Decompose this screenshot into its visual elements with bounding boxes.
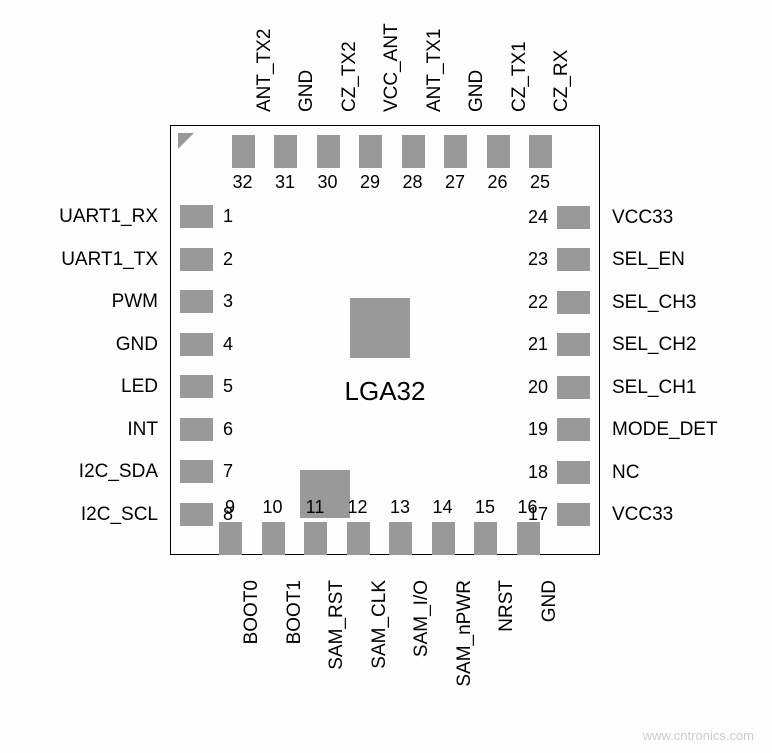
- pin-num-30: 30: [311, 172, 345, 193]
- pin-pad-21: [557, 333, 590, 356]
- pin-num-27: 27: [438, 172, 472, 193]
- pin-num-14: 14: [426, 497, 460, 518]
- pin-label-28: ANT_TX1: [424, 2, 446, 112]
- pin-num-31: 31: [268, 172, 302, 193]
- pin-pad-20: [557, 376, 590, 399]
- pin-pad-22: [557, 291, 590, 314]
- pin-num-4: 4: [223, 334, 247, 355]
- watermark: www.cntronics.com: [643, 728, 754, 743]
- pin-pad-27: [444, 135, 467, 168]
- pin-pad-16: [517, 522, 540, 555]
- pin-pad-2: [180, 248, 213, 271]
- pin-pad-26: [487, 135, 510, 168]
- pin-label-6: INT: [127, 419, 158, 441]
- pin-pad-32: [232, 135, 255, 168]
- pin-num-19: 19: [520, 419, 548, 440]
- pin-label-23: SEL_EN: [612, 249, 685, 271]
- pin-label-18: NC: [612, 462, 639, 484]
- pin-num-1: 1: [223, 206, 247, 227]
- pin-label-5: LED: [121, 376, 158, 398]
- package-name: LGA32: [335, 376, 435, 407]
- pin-label-13: SAM_I/O: [411, 580, 433, 740]
- pin-num-26: 26: [481, 172, 515, 193]
- pin-label-4: GND: [116, 334, 158, 356]
- pin-num-13: 13: [383, 497, 417, 518]
- pin-pad-6: [180, 418, 213, 441]
- pin-label-3: PWM: [112, 291, 158, 313]
- pin-pad-28: [402, 135, 425, 168]
- pin-pad-10: [262, 522, 285, 555]
- pin-label-17: VCC33: [612, 504, 673, 526]
- pin-pad-11: [304, 522, 327, 555]
- pin-num-15: 15: [468, 497, 502, 518]
- pin-num-18: 18: [520, 462, 548, 483]
- pin-num-16: 16: [511, 497, 545, 518]
- pin-num-25: 25: [523, 172, 557, 193]
- pin-label-24: VCC33: [612, 207, 673, 229]
- pin-pad-29: [359, 135, 382, 168]
- pin-label-12: SAM_CLK: [369, 580, 391, 740]
- pin-label-21: SEL_CH2: [612, 334, 697, 356]
- pin-num-12: 12: [341, 497, 375, 518]
- pin1-marker: [178, 133, 194, 149]
- pin-num-6: 6: [223, 419, 247, 440]
- pin-num-11: 11: [298, 497, 332, 518]
- pin-label-31: GND: [296, 2, 318, 112]
- pin-label-25: CZ_RX: [551, 2, 573, 112]
- pin-label-20: SEL_CH1: [612, 377, 697, 399]
- pin-label-19: MODE_DET: [612, 419, 718, 441]
- pin-pad-12: [347, 522, 370, 555]
- pin-num-9: 9: [213, 497, 247, 518]
- pin-num-7: 7: [223, 461, 247, 482]
- pin-pad-4: [180, 333, 213, 356]
- pin-num-3: 3: [223, 291, 247, 312]
- pin-num-10: 10: [256, 497, 290, 518]
- pin-label-8: I2C_SCL: [81, 504, 158, 526]
- pin-label-11: SAM_RST: [326, 580, 348, 740]
- pin-num-5: 5: [223, 376, 247, 397]
- pin-pad-17: [557, 503, 590, 526]
- pin-pad-5: [180, 375, 213, 398]
- pin-label-29: VCC_ANT: [381, 2, 403, 112]
- pin-label-10: BOOT1: [284, 580, 306, 740]
- pin-pad-8: [180, 503, 213, 526]
- pin-pad-31: [274, 135, 297, 168]
- pin-label-26: CZ_TX1: [509, 2, 531, 112]
- pin-num-29: 29: [353, 172, 387, 193]
- pin-pad-7: [180, 460, 213, 483]
- pin-label-14: SAM_nPWR: [454, 580, 476, 740]
- pin-pad-14: [432, 522, 455, 555]
- pin-pad-25: [529, 135, 552, 168]
- pin-label-7: I2C_SDA: [79, 461, 158, 483]
- pin-pad-1: [180, 205, 213, 228]
- pin-label-16: GND: [539, 580, 561, 740]
- pin-num-24: 24: [520, 207, 548, 228]
- center-pad: [350, 298, 410, 358]
- pin-num-21: 21: [520, 334, 548, 355]
- pin-pad-24: [557, 206, 590, 229]
- pin-pad-19: [557, 418, 590, 441]
- pin-pad-9: [219, 522, 242, 555]
- pin-num-23: 23: [520, 249, 548, 270]
- pin-num-2: 2: [223, 249, 247, 270]
- pin-num-20: 20: [520, 377, 548, 398]
- pin-num-28: 28: [396, 172, 430, 193]
- pin-pad-13: [389, 522, 412, 555]
- pin-pad-23: [557, 248, 590, 271]
- pin-label-9: BOOT0: [241, 580, 263, 740]
- pin-label-2: UART1_TX: [61, 249, 158, 271]
- pin-label-1: UART1_RX: [59, 206, 158, 228]
- pin-num-22: 22: [520, 292, 548, 313]
- pin-pad-18: [557, 461, 590, 484]
- pin-num-32: 32: [226, 172, 260, 193]
- pin-pad-30: [317, 135, 340, 168]
- pin-pad-15: [474, 522, 497, 555]
- pin-label-15: NRST: [496, 580, 518, 740]
- pin-label-22: SEL_CH3: [612, 292, 697, 314]
- pin-label-32: ANT_TX2: [254, 2, 276, 112]
- pin-label-30: CZ_TX2: [339, 2, 361, 112]
- pin-label-27: GND: [466, 2, 488, 112]
- pin-pad-3: [180, 290, 213, 313]
